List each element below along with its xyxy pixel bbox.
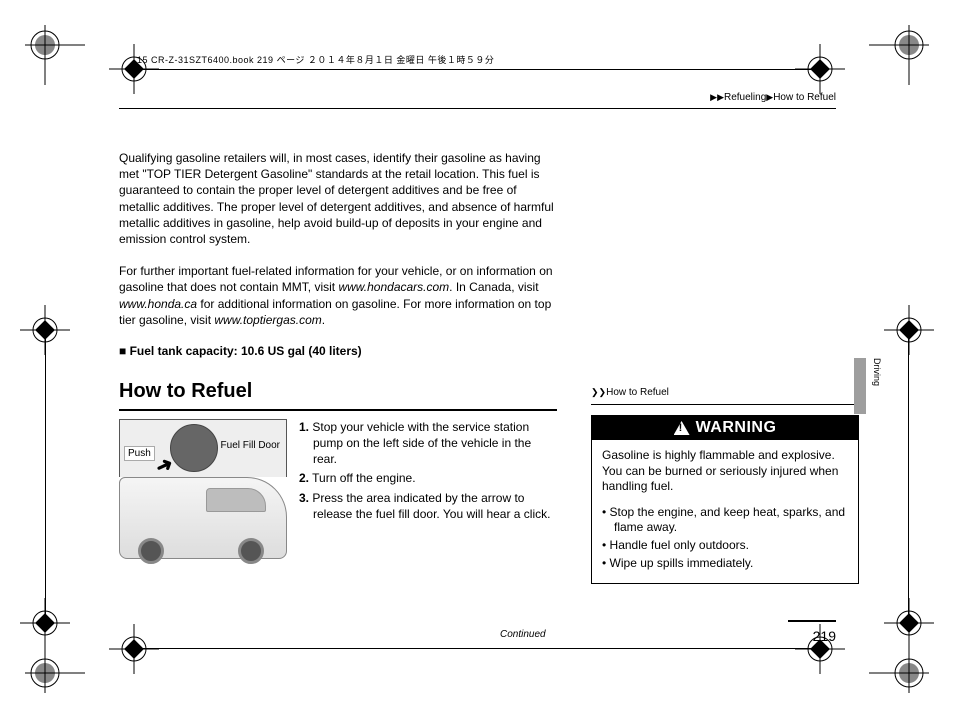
url-hondaca: www.honda.ca: [119, 297, 197, 311]
registration-mark-tr: [869, 25, 929, 85]
side-note-label: ❯❯How to Refuel: [591, 387, 859, 398]
warning-header: WARNING: [592, 416, 858, 440]
warning-box: WARNING Gasoline is highly flammable and…: [591, 415, 859, 584]
car-wheel: [138, 538, 164, 564]
intro-paragraph-1: Qualifying gasoline retailers will, in m…: [119, 150, 557, 247]
car-illustration: [119, 477, 287, 559]
diagram-panel: Push Fuel Fill Door ➜: [119, 419, 287, 477]
crop-line: [908, 330, 909, 623]
url-hondacars: www.hondacars.com: [338, 280, 449, 294]
crop-mark: [109, 624, 159, 674]
page-number-rule: [788, 620, 836, 622]
car-window: [206, 488, 266, 512]
intro-paragraph-2: For further important fuel-related infor…: [119, 263, 557, 328]
crop-line: [134, 648, 820, 649]
push-label: Push: [124, 446, 155, 461]
title-underline: [119, 409, 557, 411]
continued-label: Continued: [500, 629, 546, 640]
fuel-tank-capacity: ■ Fuel tank capacity: 10.6 US gal (40 li…: [119, 344, 557, 358]
breadcrumb-arrow-icon: ▶▶: [710, 92, 724, 102]
breadcrumb-underline: [119, 108, 836, 109]
warning-bullet: • Wipe up spills immediately.: [602, 556, 848, 572]
crop-mark: [884, 598, 934, 648]
breadcrumb-item: Refueling: [724, 92, 766, 103]
url-toptier: www.toptiergas.com: [214, 313, 321, 327]
warning-body: Gasoline is highly flammable and explosi…: [592, 440, 858, 583]
warning-bullet: • Handle fuel only outdoors.: [602, 538, 848, 554]
breadcrumb: ▶▶Refueling▶How to Refuel: [710, 92, 836, 103]
warning-bullet: • Stop the engine, and keep heat, sparks…: [602, 505, 848, 536]
crop-line: [45, 330, 46, 623]
section-title-how-to-refuel: How to Refuel: [119, 380, 557, 403]
step-1: 1. Stop your vehicle with the service st…: [299, 419, 557, 468]
crop-mark: [884, 305, 934, 355]
main-column: Qualifying gasoline retailers will, in m…: [119, 150, 557, 559]
warning-paragraph: Gasoline is highly flammable and explosi…: [602, 448, 848, 495]
fuel-door-diagram: Push Fuel Fill Door ➜: [119, 419, 287, 559]
section-tab-label: Driving: [872, 358, 882, 386]
crop-line: [134, 69, 820, 70]
step-2: 2. Turn off the engine.: [299, 470, 557, 486]
page-header-meta: 15 CR-Z-31SZT6400.book 219 ページ ２０１４年８月１日…: [137, 53, 494, 66]
registration-mark-tl: [25, 25, 85, 85]
chevron-icon: ❯❯: [591, 387, 606, 397]
refuel-steps: 1. Stop your vehicle with the service st…: [299, 419, 557, 559]
car-wheel: [238, 538, 264, 564]
section-tab: [854, 358, 866, 414]
warning-triangle-icon: [674, 421, 690, 435]
side-column: ❯❯How to Refuel WARNING Gasoline is high…: [591, 150, 859, 584]
warning-title: WARNING: [696, 419, 777, 437]
side-label-underline: [591, 404, 859, 405]
fuel-fill-door-label: Fuel Fill Door: [221, 440, 280, 451]
page-number: 219: [813, 628, 836, 644]
breadcrumb-item: How to Refuel: [773, 92, 836, 103]
fuel-door-icon: [170, 424, 218, 472]
step-3: 3. Press the area indicated by the arrow…: [299, 490, 557, 522]
